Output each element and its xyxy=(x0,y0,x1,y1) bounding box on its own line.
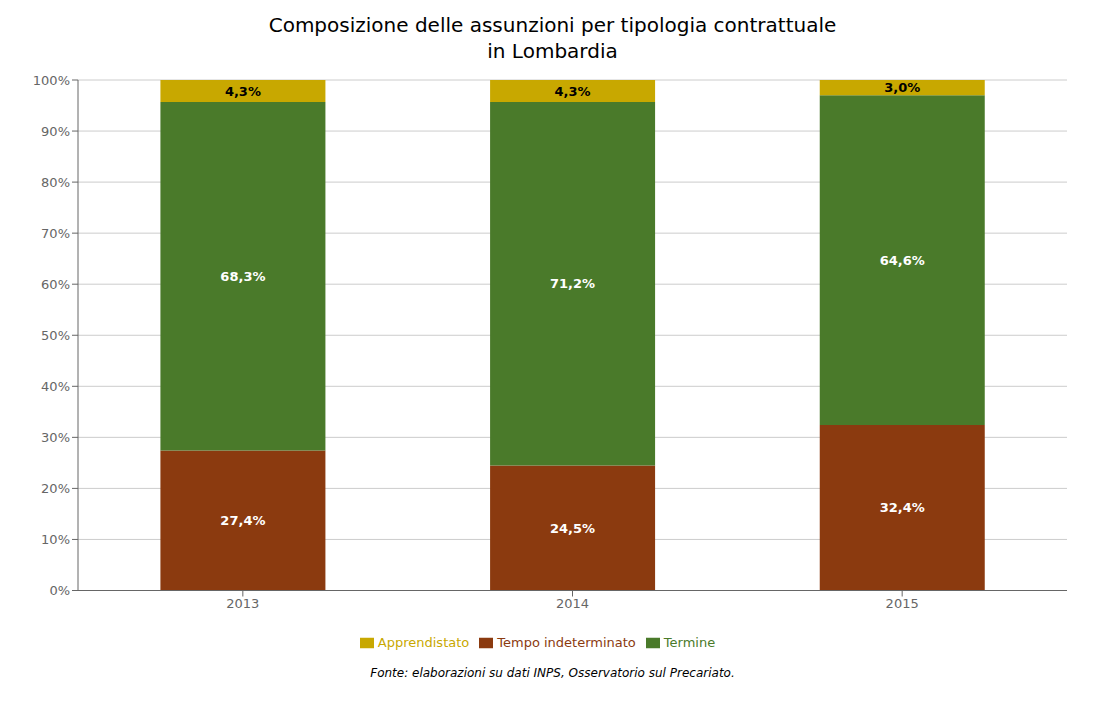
svg-text:10%: 10% xyxy=(41,532,70,547)
svg-text:60%: 60% xyxy=(41,277,70,292)
svg-text:80%: 80% xyxy=(41,175,70,190)
svg-text:40%: 40% xyxy=(41,379,70,394)
svg-text:32,4%: 32,4% xyxy=(880,500,925,515)
svg-text:20%: 20% xyxy=(41,481,70,496)
svg-text:3,0%: 3,0% xyxy=(884,80,920,95)
svg-text:30%: 30% xyxy=(41,430,70,445)
svg-text:2015: 2015 xyxy=(886,596,919,611)
svg-text:90%: 90% xyxy=(41,124,70,139)
svg-text:70%: 70% xyxy=(41,226,70,241)
html-text:Tempo indeterminato: Tempo indeterminato xyxy=(497,634,636,650)
svg-text:100%: 100% xyxy=(33,73,70,88)
svg-text:27,4%: 27,4% xyxy=(220,513,265,528)
svg-text:2014: 2014 xyxy=(556,596,589,611)
svg-text:0%: 0% xyxy=(49,583,70,598)
svg-text:50%: 50% xyxy=(41,328,70,343)
html-text:Apprendistato: Apprendistato xyxy=(377,634,470,650)
svg-text:4,3%: 4,3% xyxy=(555,84,591,99)
svg-text:4,3%: 4,3% xyxy=(225,84,261,99)
svg-text:2013: 2013 xyxy=(226,596,259,611)
html-text:Fonte: elaborazioni su dati IN: Fonte: elaborazioni su dati INPS, Osserv… xyxy=(370,666,735,680)
svg-text:24,5%: 24,5% xyxy=(550,521,595,536)
svg-text:64,6%: 64,6% xyxy=(880,253,925,268)
svg-text:71,2%: 71,2% xyxy=(550,276,595,291)
html-text:Termine: Termine xyxy=(663,634,716,650)
html-text:Composizione delle assunzioni: Composizione delle assunzioni per tipolo… xyxy=(268,13,837,63)
svg-text:68,3%: 68,3% xyxy=(220,269,265,284)
